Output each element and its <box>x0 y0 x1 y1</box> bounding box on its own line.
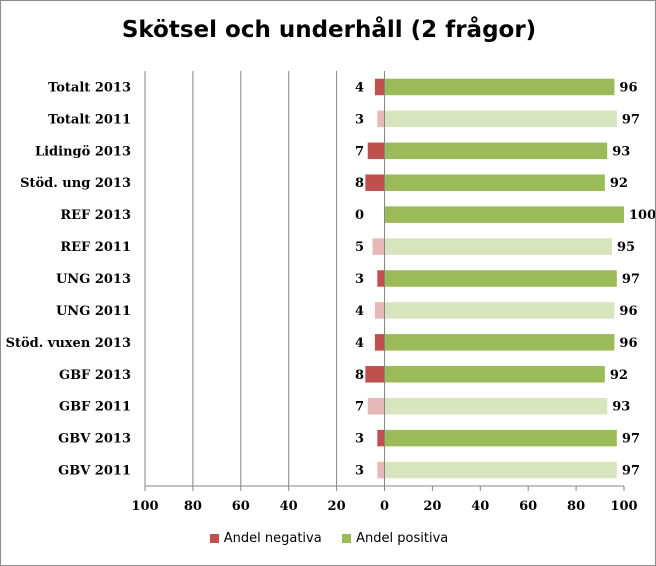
data-label-negative: 7 <box>355 400 364 415</box>
data-label-positive: 92 <box>610 176 628 191</box>
x-tick-label: 40 <box>471 499 489 514</box>
category-label: UNG 2013 <box>56 272 131 287</box>
bar-negative <box>372 238 385 255</box>
bar-negative <box>374 302 385 319</box>
data-label-negative: 8 <box>355 368 364 383</box>
bar-positive <box>384 461 617 479</box>
bar-positive <box>384 302 615 319</box>
bar-positive <box>384 270 617 287</box>
legend-label-negative: Andel negativa <box>223 531 322 547</box>
data-label-negative: 3 <box>355 464 364 479</box>
category-label: GBV 2011 <box>58 464 131 479</box>
data-label-positive: 93 <box>612 144 630 159</box>
category-label: GBF 2011 <box>59 400 131 415</box>
category-label: REF 2011 <box>60 240 131 255</box>
category-label: Lidingö 2013 <box>35 144 131 159</box>
chart-legend: Andel negativa Andel positiva <box>1 529 656 547</box>
bar-negative <box>377 110 385 128</box>
legend-label-positive: Andel positiva <box>356 531 449 547</box>
category-label: Stöd. ung 2013 <box>20 176 131 191</box>
data-label-positive: 93 <box>612 400 630 415</box>
data-label-negative: 8 <box>355 176 364 191</box>
category-label: Totalt 2013 <box>48 80 131 95</box>
bar-positive <box>384 206 624 223</box>
bar-positive <box>384 334 615 351</box>
category-label: UNG 2011 <box>56 304 131 319</box>
data-label-negative: 7 <box>355 144 364 159</box>
x-tick-label: 100 <box>131 499 158 514</box>
category-label: GBF 2013 <box>59 368 131 383</box>
x-tick-label: 20 <box>328 499 346 514</box>
x-tick-label: 20 <box>423 499 441 514</box>
data-label-positive: 97 <box>622 432 640 447</box>
data-label-negative: 3 <box>355 272 364 287</box>
bar-positive <box>384 397 608 415</box>
bar-positive <box>384 238 613 255</box>
data-label-positive: 95 <box>617 240 635 255</box>
data-label-positive: 96 <box>619 80 637 95</box>
data-label-positive: 92 <box>610 368 628 383</box>
data-label-positive: 96 <box>619 336 637 351</box>
bar-negative <box>365 174 385 191</box>
bar-negative <box>365 366 385 383</box>
x-tick-label: 80 <box>567 499 585 514</box>
data-label-positive: 96 <box>619 304 637 319</box>
data-label-negative: 4 <box>355 304 364 319</box>
bar-negative <box>377 461 385 479</box>
data-label-negative: 3 <box>355 112 364 127</box>
category-label: Stöd. vuxen 2013 <box>6 336 131 351</box>
legend-item-positive: Andel positiva <box>342 530 448 546</box>
bar-negative <box>367 142 385 160</box>
data-label-positive: 97 <box>622 464 640 479</box>
chart-title: Skötsel och underhåll (2 frågor) <box>121 17 537 43</box>
x-tick-label: 60 <box>232 499 250 514</box>
x-tick-label: 40 <box>280 499 298 514</box>
data-label-negative: 4 <box>355 336 364 351</box>
data-label-positive: 97 <box>622 112 640 127</box>
category-label: Totalt 2011 <box>48 112 131 127</box>
bar-negative <box>367 397 385 415</box>
bar-positive <box>384 142 608 160</box>
bar-positive <box>384 174 605 191</box>
legend-item-negative: Andel negativa <box>209 530 322 547</box>
data-label-negative: 4 <box>355 80 364 95</box>
data-label-positive: 100 <box>629 208 655 223</box>
category-label: REF 2013 <box>60 208 131 223</box>
category-label: GBV 2013 <box>58 432 131 447</box>
bar-positive <box>384 110 617 128</box>
x-tick-label: 100 <box>610 499 637 514</box>
bar-positive <box>384 429 617 447</box>
x-tick-label: 0 <box>380 499 389 514</box>
data-label-negative: 3 <box>355 432 364 447</box>
data-label-positive: 97 <box>622 272 640 287</box>
legend-swatch-negative <box>209 534 219 544</box>
x-tick-label: 60 <box>519 499 537 514</box>
bar-positive <box>384 366 605 383</box>
x-tick-label: 80 <box>184 499 202 514</box>
bar-negative <box>374 334 385 351</box>
data-label-negative: 0 <box>355 208 364 223</box>
legend-swatch-positive <box>342 534 352 544</box>
bar-negative <box>377 429 385 447</box>
bar-negative <box>377 270 385 287</box>
bar-positive <box>384 78 615 96</box>
data-label-negative: 5 <box>355 240 364 255</box>
bar-negative <box>374 78 385 96</box>
